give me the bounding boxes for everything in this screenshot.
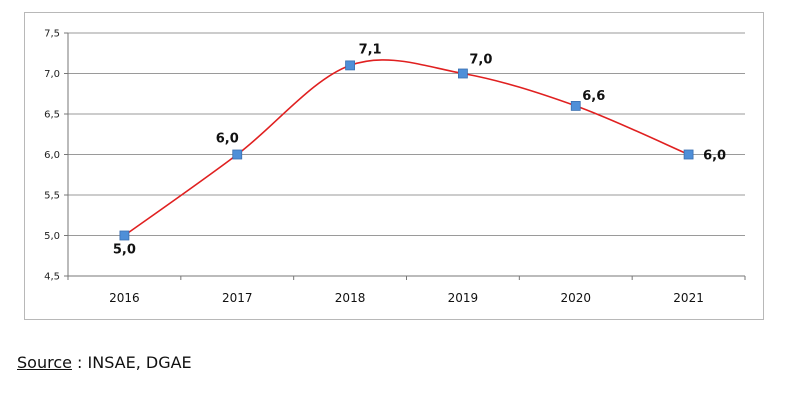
series-line	[123, 59, 689, 237]
data-point-2017	[232, 149, 243, 160]
y-tick-label-1: 5,0	[44, 231, 60, 242]
chart-frame: 4,5 5,0 5,5 6,0 6,5 7,0 7,5 2016 2017 2018 2019 20…	[24, 12, 764, 320]
x-tick-label-4: 2020	[560, 291, 591, 305]
x-tick-label-2: 2018	[335, 291, 366, 305]
data-label-2021: 6,0	[703, 149, 726, 164]
data-label-2017: 6,0	[216, 132, 239, 147]
data-point-2020	[570, 101, 581, 111]
y-tick-labels: 4,5 5,0 5,5 6,0 6,5 7,0 7,5	[44, 29, 60, 283]
data-labels: 5,0 6,0 7,1 7,0 6,6 6,0	[113, 42, 726, 257]
data-point-2021	[683, 149, 694, 160]
source-text: : INSAE, DGAE	[71, 353, 192, 372]
data-point-2016	[119, 230, 130, 241]
source-note: Source : INSAE, DGAE	[17, 353, 192, 372]
y-tick-label-6: 7,5	[44, 29, 60, 40]
series-line-layer	[123, 59, 689, 237]
data-label-2020: 6,6	[582, 89, 605, 104]
y-tick-label-4: 6,5	[44, 110, 60, 121]
y-tick-label-3: 6,0	[44, 150, 60, 161]
data-label-2019: 7,0	[469, 53, 492, 68]
x-tick-label-1: 2017	[222, 291, 253, 305]
y-tick-label-0: 4,5	[44, 272, 60, 283]
axes	[64, 32, 746, 280]
x-tick-label-5: 2021	[673, 291, 704, 305]
data-label-2018: 7,1	[359, 42, 382, 57]
data-point-2018	[345, 60, 355, 71]
markers	[119, 60, 694, 241]
x-tick-label-3: 2019	[448, 291, 479, 305]
x-tick-labels: 2016 2017 2018 2019 2020 2021	[109, 291, 704, 305]
data-label-2016: 5,0	[113, 243, 136, 258]
x-tick-label-0: 2016	[109, 291, 140, 305]
data-point-2019	[458, 68, 468, 79]
source-label: Source	[17, 353, 72, 372]
y-tick-label-2: 5,5	[44, 191, 60, 202]
line-chart: 4,55,05,56,06,57,07,5 2016 2017 2018 2019 20…	[44, 29, 746, 305]
y-tick-label-5: 7,0	[44, 69, 60, 80]
